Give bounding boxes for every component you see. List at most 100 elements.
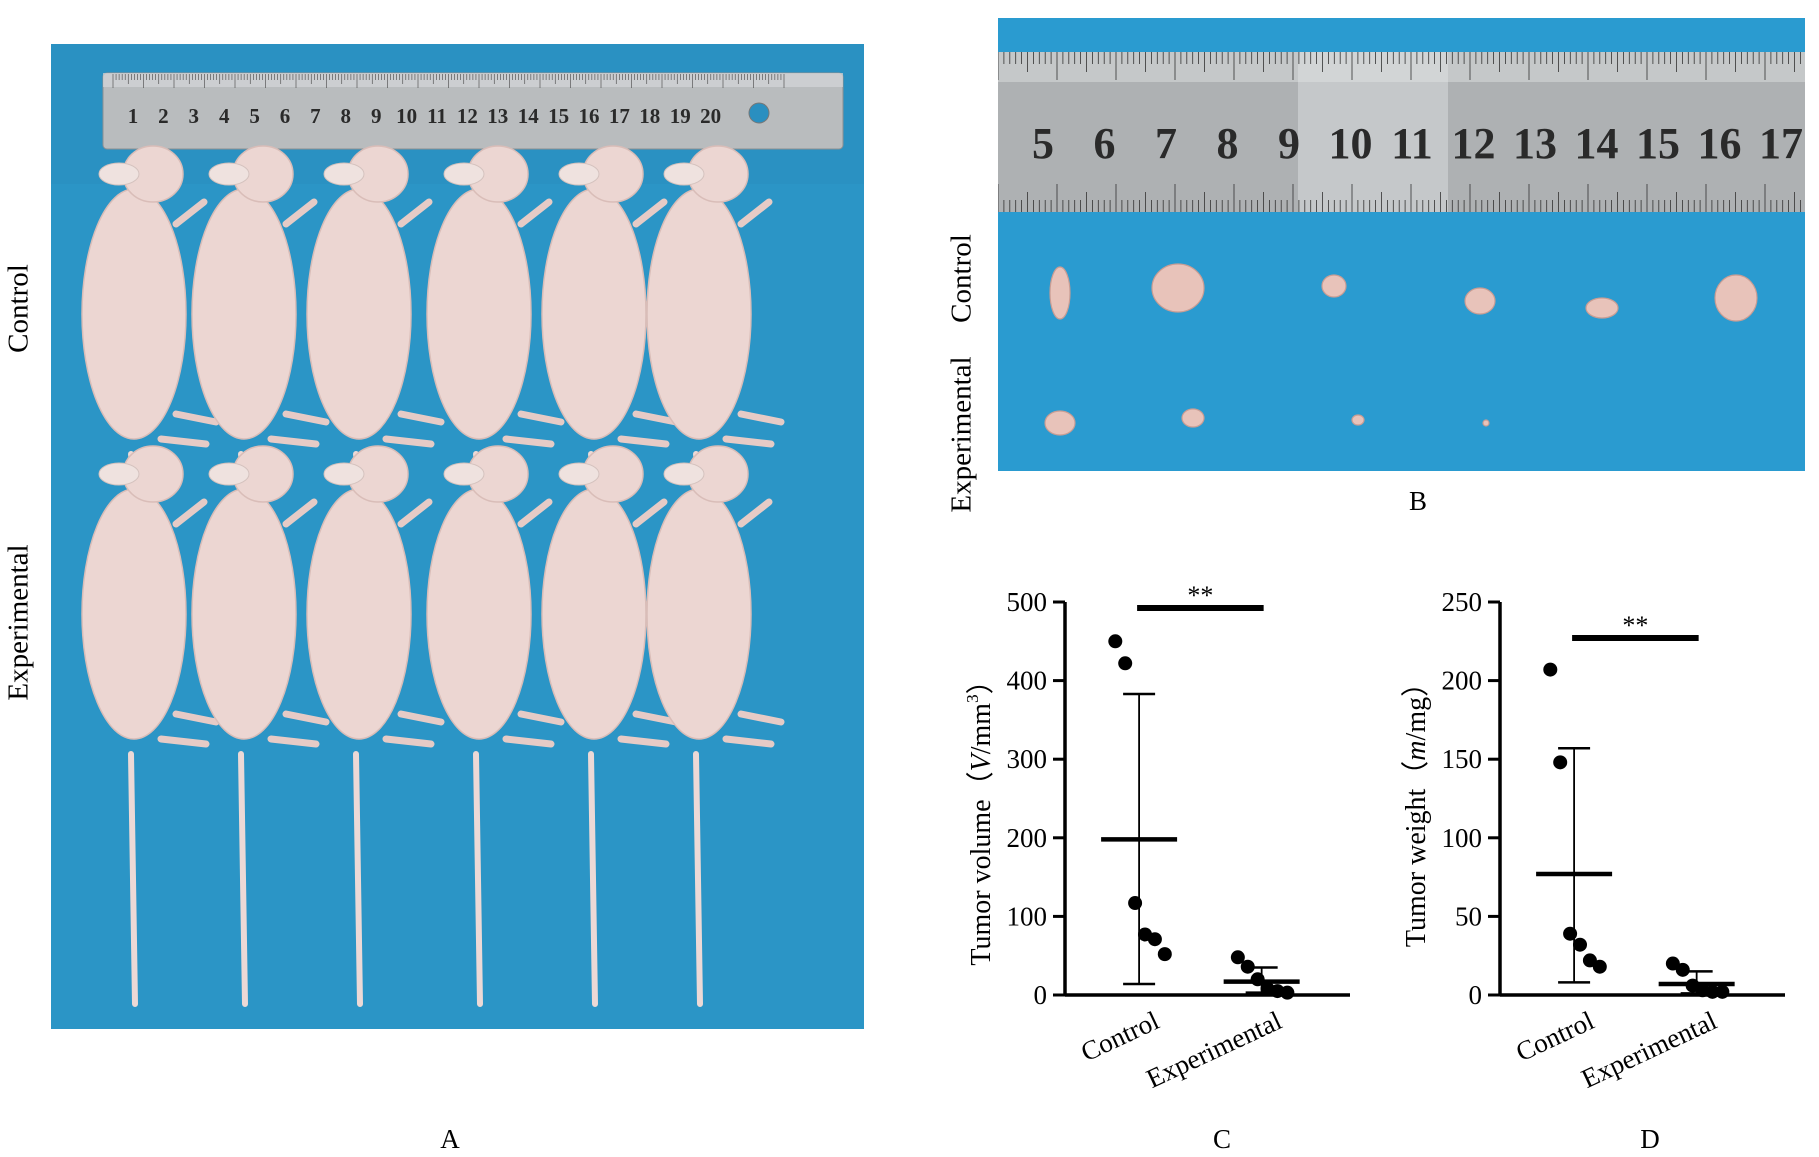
mouse-ear — [443, 162, 485, 186]
data-point — [1147, 932, 1162, 947]
tumor-control — [1585, 297, 1619, 319]
mouse-paws — [157, 198, 220, 448]
mouse — [426, 445, 565, 1007]
mouse-paws — [617, 198, 680, 448]
y-tick-label: 500 — [1007, 587, 1048, 617]
data-point — [1543, 662, 1558, 677]
tumor-control — [1151, 263, 1205, 313]
y-tick-label: 100 — [1007, 901, 1048, 931]
y-tick-label: 0 — [1469, 980, 1483, 1010]
mice-group — [81, 145, 785, 1007]
mouse-paws — [157, 498, 220, 748]
y-tick-label: 0 — [1034, 980, 1048, 1010]
panel-b-photo: 5 6 7 8 9 10 11 12 13 14 15 16 17 — [998, 18, 1805, 471]
mouse-tail — [353, 751, 363, 1007]
mouse-paws — [502, 198, 565, 448]
mouse-tail — [693, 751, 703, 1007]
mouse — [306, 445, 445, 1007]
panel-a-photo: 1 2 3 4 5 6 7 8 9 10 11 12 13 14 15 16 17 18 19 20 — [51, 44, 864, 1029]
data-point — [1128, 896, 1143, 911]
mouse-ear — [98, 462, 140, 486]
mouse-paws — [502, 498, 565, 748]
x-tick-label: Experimental — [1142, 1005, 1287, 1094]
tumors-group — [1044, 263, 1758, 436]
ruler-a-number: 16 — [579, 104, 600, 128]
mouse — [426, 145, 565, 492]
y-tick-label: 400 — [1007, 666, 1048, 696]
ruler-a-number: 5 — [249, 104, 260, 128]
mouse-tail — [238, 751, 248, 1007]
mouse-ear — [98, 162, 140, 186]
mouse-tail — [128, 751, 138, 1007]
mouse-body — [541, 488, 647, 740]
ruler-a-number: 7 — [310, 104, 321, 128]
mouse-ear — [208, 162, 250, 186]
mouse-tail — [588, 751, 598, 1007]
ruler-a-numbers: 1 2 3 4 5 6 7 8 9 10 11 12 13 14 15 16 17 18 19 20 — [128, 104, 721, 128]
panel-a-photo-svg: 1 2 3 4 5 6 7 8 9 10 11 12 13 14 15 16 17 18 19 20 — [51, 44, 864, 1029]
panel-a-letter: A — [440, 1124, 460, 1154]
data-point — [1280, 985, 1295, 1000]
ruler-a-ticks — [112, 74, 785, 88]
panel-a-row-label-experimental: Experimental — [2, 544, 35, 701]
ruler-a-number: 10 — [396, 104, 417, 128]
ruler-b-numbers: 5 6 7 8 9 10 11 12 13 14 15 16 17 — [1032, 119, 1803, 168]
ruler-b-number: 11 — [1391, 119, 1433, 168]
mouse-ear — [663, 162, 705, 186]
panel-b-photo-svg: 5 6 7 8 9 10 11 12 13 14 15 16 17 — [998, 18, 1805, 471]
ruler-a-number: 1 — [128, 104, 139, 128]
ruler-b-number: 15 — [1636, 119, 1680, 168]
data-point — [1157, 947, 1172, 962]
tumor-experimental — [1044, 410, 1076, 436]
ruler-b-number: 9 — [1278, 119, 1300, 168]
mouse-ear — [208, 462, 250, 486]
ruler-a-number: 4 — [219, 104, 230, 128]
y-tick-label: 200 — [1442, 666, 1483, 696]
significance-label: ** — [1187, 581, 1213, 610]
chart-d-ylabel: Tumor weight（m/mg） — [1400, 669, 1432, 947]
mouse-body — [541, 188, 647, 440]
ruler-a-number: 14 — [518, 104, 540, 128]
data-point — [1250, 972, 1265, 987]
panel-a-row-label-control: Control — [2, 264, 35, 353]
panel-b-row-label-control: Control — [945, 234, 978, 323]
x-tick-label: Experimental — [1577, 1005, 1722, 1094]
tumor-control — [1464, 287, 1496, 315]
mouse-ear — [558, 162, 600, 186]
ruler-a-number: 13 — [487, 104, 508, 128]
mouse-paws — [267, 498, 330, 748]
ruler-b-ticks — [998, 52, 1801, 212]
mouse-paws — [722, 198, 785, 448]
mouse-body — [306, 488, 412, 740]
mouse-ear — [558, 462, 600, 486]
data-point — [1240, 959, 1255, 974]
tumor-experimental — [1181, 408, 1205, 428]
mouse-body — [191, 188, 297, 440]
ruler-a-number: 11 — [427, 104, 447, 128]
y-tick-label: 250 — [1442, 587, 1483, 617]
y-tick-label: 300 — [1007, 744, 1048, 774]
x-tick-label: Control — [1511, 1005, 1598, 1067]
ruler-a-number: 9 — [371, 104, 382, 128]
data-point — [1592, 959, 1607, 974]
mouse-paws — [267, 198, 330, 448]
mouse-ear — [443, 462, 485, 486]
mouse-body — [81, 188, 187, 440]
tumor-experimental — [1482, 419, 1490, 427]
data-point — [1705, 984, 1720, 999]
panel-b-row-label-experimental: Experimental — [945, 356, 978, 513]
mouse-body — [646, 488, 752, 740]
mouse-paws — [722, 498, 785, 748]
mouse — [191, 445, 330, 1007]
mouse-body — [426, 488, 532, 740]
y-tick-label: 100 — [1442, 823, 1483, 853]
mouse-body — [306, 188, 412, 440]
significance-label: ** — [1622, 611, 1648, 640]
ruler-a-number: 6 — [280, 104, 291, 128]
ruler-a-number: 18 — [639, 104, 660, 128]
ruler-b-number: 14 — [1575, 119, 1619, 168]
ruler-b-number: 16 — [1698, 119, 1742, 168]
mouse-ear — [323, 162, 365, 186]
